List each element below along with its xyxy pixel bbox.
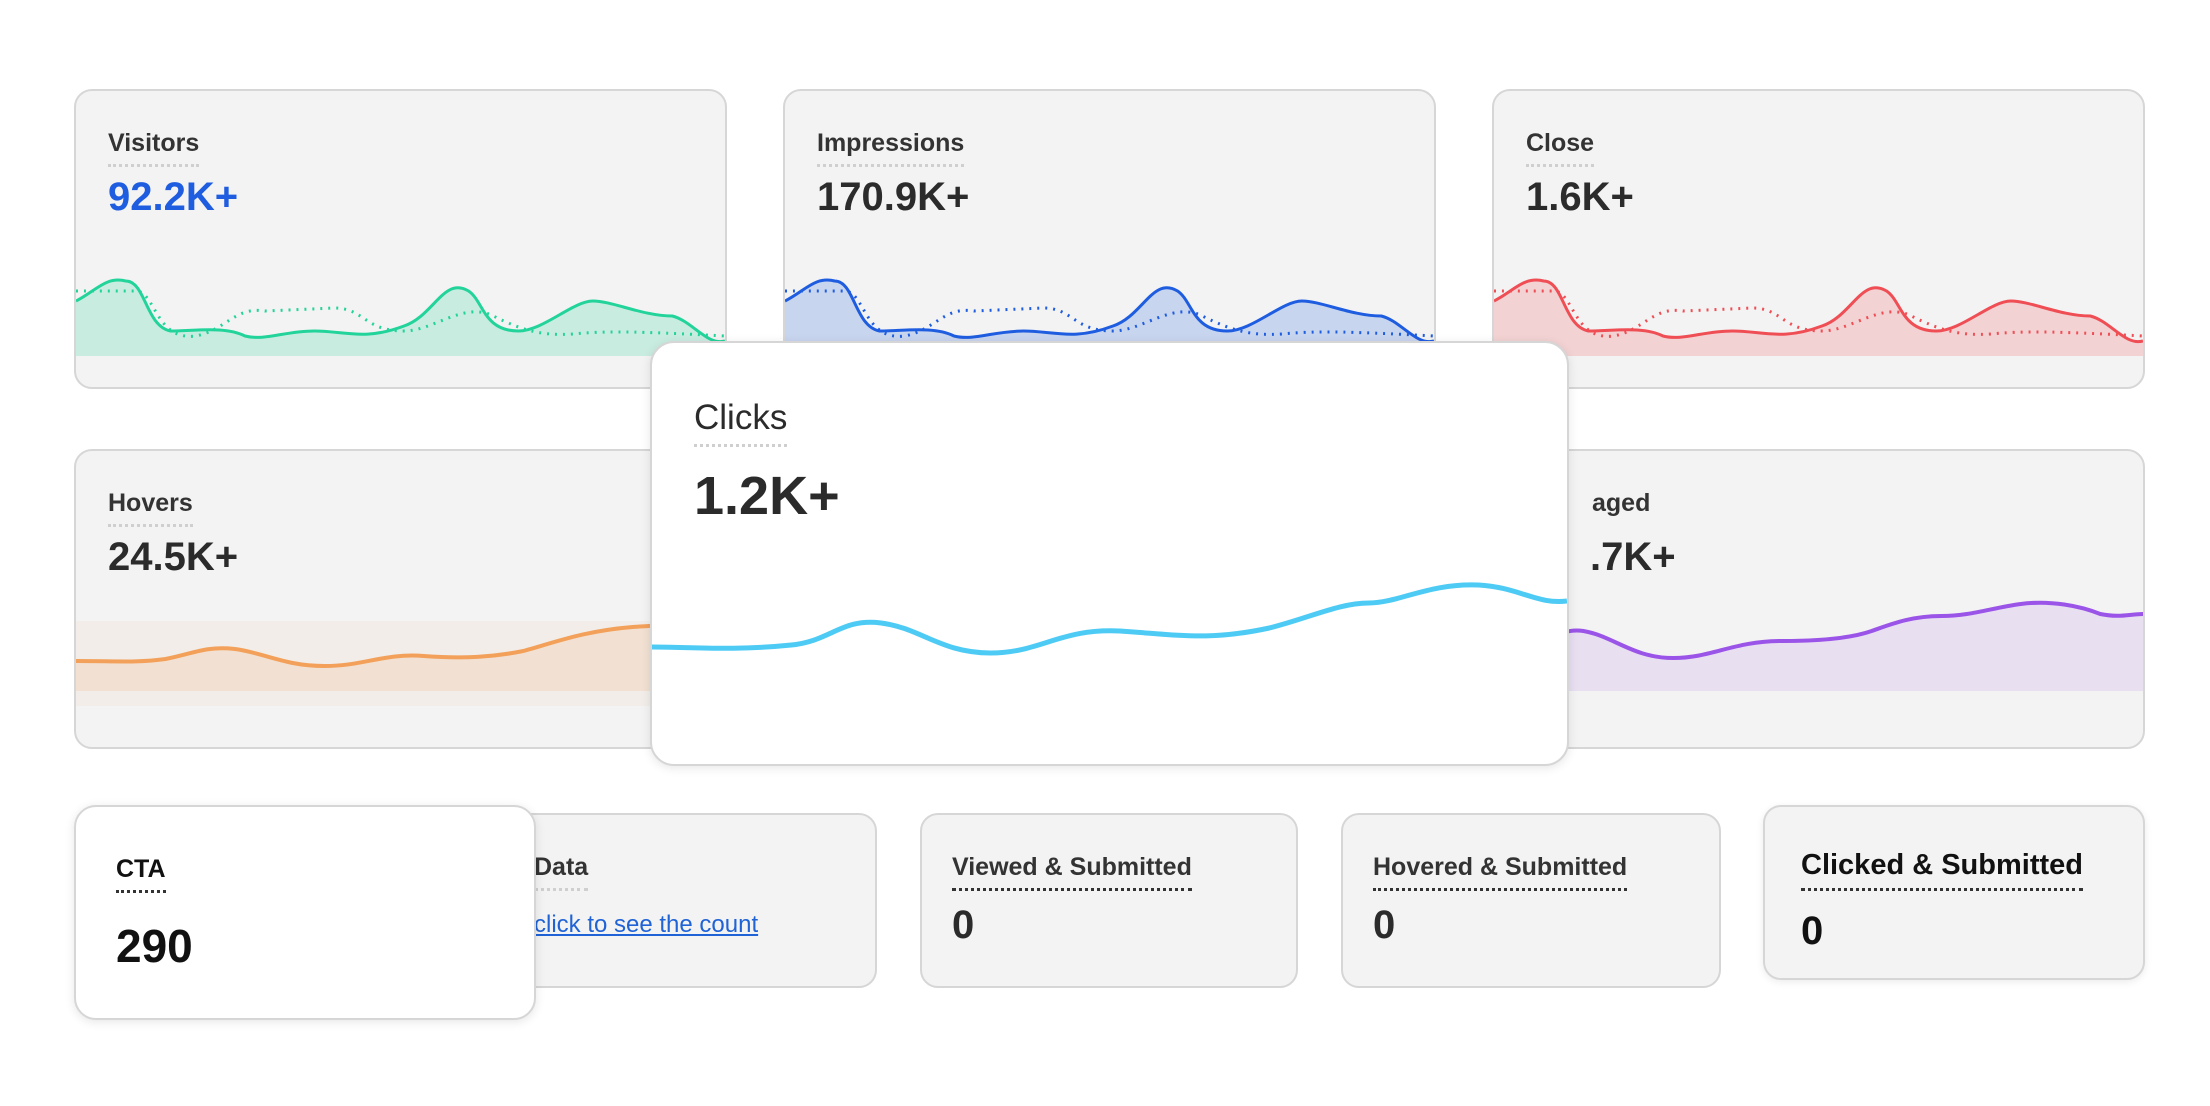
visitors-card[interactable]: Visitors 92.2K+ (74, 89, 727, 389)
engaged-sparkline (1494, 600, 2143, 691)
viewed-submitted-label: Viewed & Submitted (952, 853, 1192, 891)
impressions-label: Impressions (817, 129, 965, 167)
clicked-submitted-label: Clicked & Submitted (1801, 849, 2083, 891)
hovered-submitted-label: Hovered & Submitted (1373, 853, 1628, 891)
engaged-value: .7K+ (1590, 535, 1676, 579)
hovers-value: 24.5K+ (108, 535, 239, 579)
engaged-card[interactable]: aged .7K+ (1492, 449, 2145, 749)
hovered-submitted-value: 0 (1373, 903, 1396, 947)
impressions-value: 170.9K+ (817, 175, 970, 219)
close-label: Close (1526, 129, 1595, 167)
see-count-link[interactable]: click to see the count (534, 911, 759, 938)
impressions-card[interactable]: Impressions 170.9K+ (783, 89, 1436, 389)
clicked-submitted-value: 0 (1801, 909, 1824, 953)
engaged-label: aged (1592, 489, 1651, 517)
visitors-label: Visitors (108, 129, 200, 167)
cta-card[interactable]: CTA 290 (74, 805, 536, 1020)
visitors-sparkline (76, 278, 725, 356)
clicks-card[interactable]: Clicks 1.2K+ (650, 341, 1569, 766)
hovers-card[interactable]: Hovers 24.5K+ (74, 449, 727, 749)
clicks-value: 1.2K+ (694, 466, 840, 526)
viewed-submitted-value: 0 (952, 903, 975, 947)
cta-label: CTA (116, 855, 166, 893)
data-label: Data (534, 853, 589, 891)
hovers-sparkline (76, 621, 725, 706)
hovered-submitted-card[interactable]: Hovered & Submitted 0 (1341, 813, 1721, 988)
viewed-submitted-card[interactable]: Viewed & Submitted 0 (920, 813, 1298, 988)
clicked-submitted-card[interactable]: Clicked & Submitted 0 (1763, 805, 2145, 980)
hovers-label: Hovers (108, 489, 193, 527)
cta-value: 290 (116, 920, 193, 972)
data-card[interactable]: Data click to see the count (490, 813, 877, 988)
impressions-sparkline (785, 278, 1434, 356)
close-card[interactable]: Close 1.6K+ (1492, 89, 2145, 389)
visitors-value: 92.2K+ (108, 175, 239, 219)
close-sparkline (1494, 278, 2143, 356)
clicks-sparkline (652, 582, 1567, 656)
close-value: 1.6K+ (1526, 175, 1634, 219)
clicks-label: Clicks (694, 398, 788, 447)
